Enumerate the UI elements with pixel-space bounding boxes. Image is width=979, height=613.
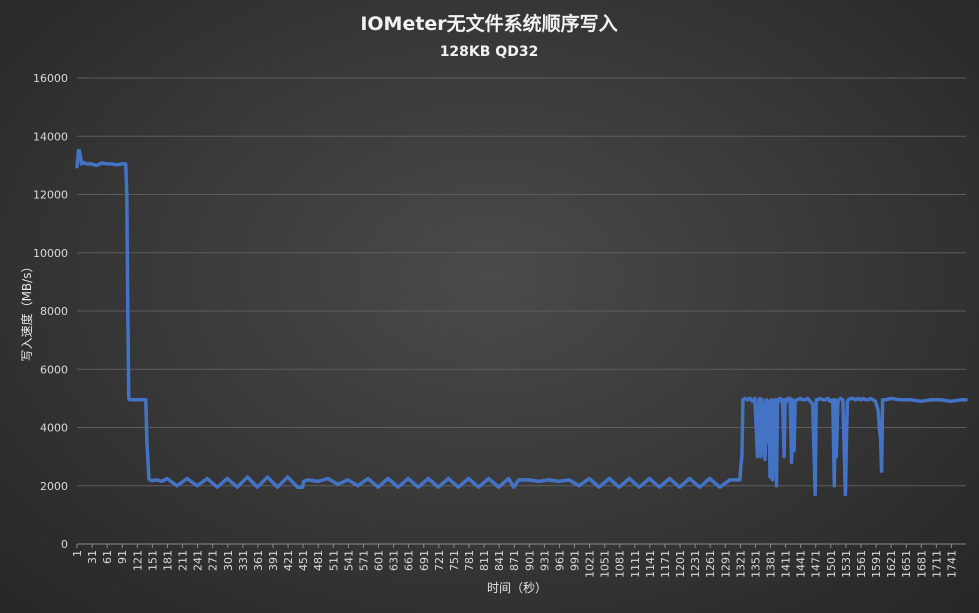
x-tick-label: 91: [116, 550, 129, 564]
y-axis-label: 写入速度（MB/s）: [19, 261, 34, 362]
x-tick-label: 31: [86, 550, 99, 564]
x-tick-label: 751: [448, 550, 461, 571]
x-tick-label: 1681: [915, 550, 928, 578]
y-tick-label: 8000: [40, 305, 68, 318]
x-tick-label: 1651: [900, 550, 913, 578]
x-tick-label: 1321: [734, 550, 747, 578]
y-tick-label: 4000: [40, 422, 68, 435]
gridlines: [77, 77, 966, 487]
x-tick-label: 181: [161, 550, 174, 571]
x-tick-label: 1741: [945, 550, 958, 578]
series-line: [75, 149, 968, 497]
x-tick-label: 841: [493, 550, 506, 571]
y-tick-label: 14000: [33, 130, 68, 143]
x-axis-ticks: 1 31 61 91 121 151 181 211 241 271 301 331 361 391 421…: [71, 544, 958, 578]
x-tick-label: 1291: [719, 550, 732, 578]
x-tick-label: 421: [282, 550, 295, 571]
y-tick-label: 12000: [33, 189, 68, 202]
x-tick-label: 1171: [659, 550, 672, 578]
x-tick-label: 1591: [870, 550, 883, 578]
y-tick-label: 10000: [33, 247, 68, 260]
x-tick-label: 661: [403, 550, 416, 571]
x-tick-label: 1141: [644, 550, 657, 578]
x-tick-label: 991: [569, 550, 582, 571]
x-tick-label: 631: [388, 550, 401, 571]
y-tick-label: 6000: [40, 363, 68, 376]
x-tick-label: 211: [177, 550, 190, 571]
chart-subtitle: 128KB QD32: [440, 44, 539, 60]
x-tick-label: 871: [508, 550, 521, 571]
x-tick-label: 541: [342, 550, 355, 571]
x-tick-label: 241: [192, 550, 205, 571]
x-tick-label: 61: [101, 550, 114, 564]
x-tick-label: 721: [433, 550, 446, 571]
x-tick-label: 931: [538, 550, 551, 571]
x-tick-label: 691: [418, 550, 431, 571]
x-tick-label: 1051: [599, 550, 612, 578]
x-tick-label: 331: [237, 550, 250, 571]
chart-title: IOMeter无文件系统顺序写入: [360, 12, 617, 35]
x-tick-label: 811: [478, 550, 491, 571]
x-tick-label: 1081: [614, 550, 627, 578]
x-tick-label: 391: [267, 550, 280, 571]
x-tick-label: 1381: [765, 550, 778, 578]
x-tick-label: 1201: [674, 550, 687, 578]
x-tick-label: 901: [523, 550, 536, 571]
x-tick-label: 1501: [825, 550, 838, 578]
x-tick-label: 511: [327, 550, 340, 571]
x-tick-label: 121: [131, 550, 144, 571]
x-tick-label: 1261: [704, 550, 717, 578]
x-tick-label: 1711: [930, 550, 943, 578]
x-tick-label: 1231: [689, 550, 702, 578]
x-tick-label: 601: [373, 550, 386, 571]
x-tick-label: 1561: [855, 550, 868, 578]
x-tick-label: 301: [222, 550, 235, 571]
x-tick-label: 1411: [780, 550, 793, 578]
x-axis-label: 时间（秒）: [487, 581, 547, 595]
x-tick-label: 1441: [795, 550, 808, 578]
x-tick-label: 1621: [885, 550, 898, 578]
y-axis-ticks: 0 2000 4000 6000 8000 10000 12000 14000 16000: [33, 72, 68, 551]
x-tick-label: 481: [312, 550, 325, 571]
y-tick-label: 0: [61, 538, 68, 551]
x-tick-label: 151: [146, 550, 159, 571]
x-tick-label: 571: [357, 550, 370, 571]
y-tick-label: 16000: [33, 72, 68, 85]
x-tick-label: 1531: [840, 550, 853, 578]
x-tick-label: 451: [297, 550, 310, 571]
x-tick-label: 781: [463, 550, 476, 571]
x-tick-label: 961: [553, 550, 566, 571]
x-tick-label: 1351: [749, 550, 762, 578]
x-tick-label: 1471: [810, 550, 823, 578]
x-tick-label: 1: [71, 550, 84, 557]
x-tick-label: 1111: [629, 550, 642, 578]
x-tick-label: 271: [207, 550, 220, 571]
y-tick-label: 2000: [40, 480, 68, 493]
x-tick-label: 1021: [584, 550, 597, 578]
x-tick-label: 361: [252, 550, 265, 571]
